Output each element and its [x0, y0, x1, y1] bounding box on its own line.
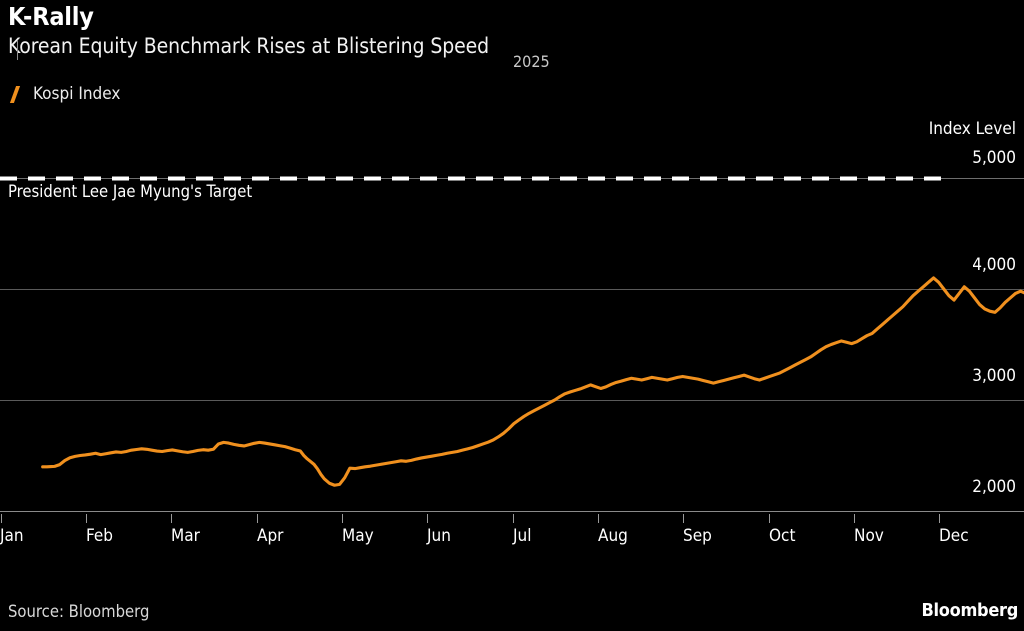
x-tick-mar [171, 514, 172, 523]
year-tick-mark [17, 40, 18, 60]
x-tick-label-oct: Oct [769, 526, 796, 546]
x-axis: Jan Feb Mar Apr May Jun Jul Aug Sep Oct Nov Dec [0, 514, 1024, 574]
x-tick-jan [1, 514, 2, 523]
x-tick-dec [939, 514, 940, 523]
legend-item-label: Kospi Index [33, 84, 121, 104]
target-line-annotation: President Lee Jae Myung's Target [8, 182, 253, 201]
page-subtitle: Korean Equity Benchmark Rises at Blister… [8, 34, 490, 58]
source-note: Source: Bloomberg [8, 602, 150, 621]
x-tick-may [342, 514, 343, 523]
x-axis-year: 2025 [0, 40, 1024, 76]
x-tick-label-sep: Sep [683, 526, 712, 546]
x-tick-label-feb: Feb [86, 526, 113, 546]
x-tick-label-apr: Apr [257, 526, 284, 546]
bloomberg-wordmark: Bloomberg [921, 600, 1019, 621]
x-tick-aug [598, 514, 599, 523]
y-axis-title: Index Level [928, 119, 1016, 139]
kospi-line-swatch-icon [8, 85, 24, 103]
x-tick-label-jun: Jun [427, 526, 451, 546]
x-tick-feb [86, 514, 87, 523]
x-tick-jun [427, 514, 428, 523]
x-tick-sep [683, 514, 684, 523]
x-tick-apr [257, 514, 258, 523]
y-tick-label-5000: 5,000 [972, 148, 1016, 168]
y-tick-label-4000: 4,000 [972, 255, 1016, 275]
chart-plot-area [0, 115, 1024, 515]
x-tick-label-may: May [342, 526, 374, 546]
kospi-line-chart [0, 176, 1024, 512]
y-tick-label-2000: 2,000 [972, 477, 1016, 497]
x-tick-label-jul: Jul [513, 526, 532, 546]
x-tick-label-dec: Dec [939, 526, 969, 546]
x-tick-label-mar: Mar [171, 526, 200, 546]
x-tick-jul [513, 514, 514, 523]
page-title: K-Rally [8, 2, 94, 31]
chart-legend: Kospi Index [8, 84, 120, 104]
x-tick-label-aug: Aug [598, 526, 628, 546]
year-label: 2025 [513, 52, 550, 71]
x-tick-label-nov: Nov [854, 526, 884, 546]
x-tick-nov [854, 514, 855, 523]
x-tick-label-jan: Jan [0, 526, 24, 546]
y-tick-label-3000: 3,000 [972, 366, 1016, 386]
x-tick-oct [769, 514, 770, 523]
chart-footer: Source: Bloomberg Bloomberg [0, 596, 1024, 631]
